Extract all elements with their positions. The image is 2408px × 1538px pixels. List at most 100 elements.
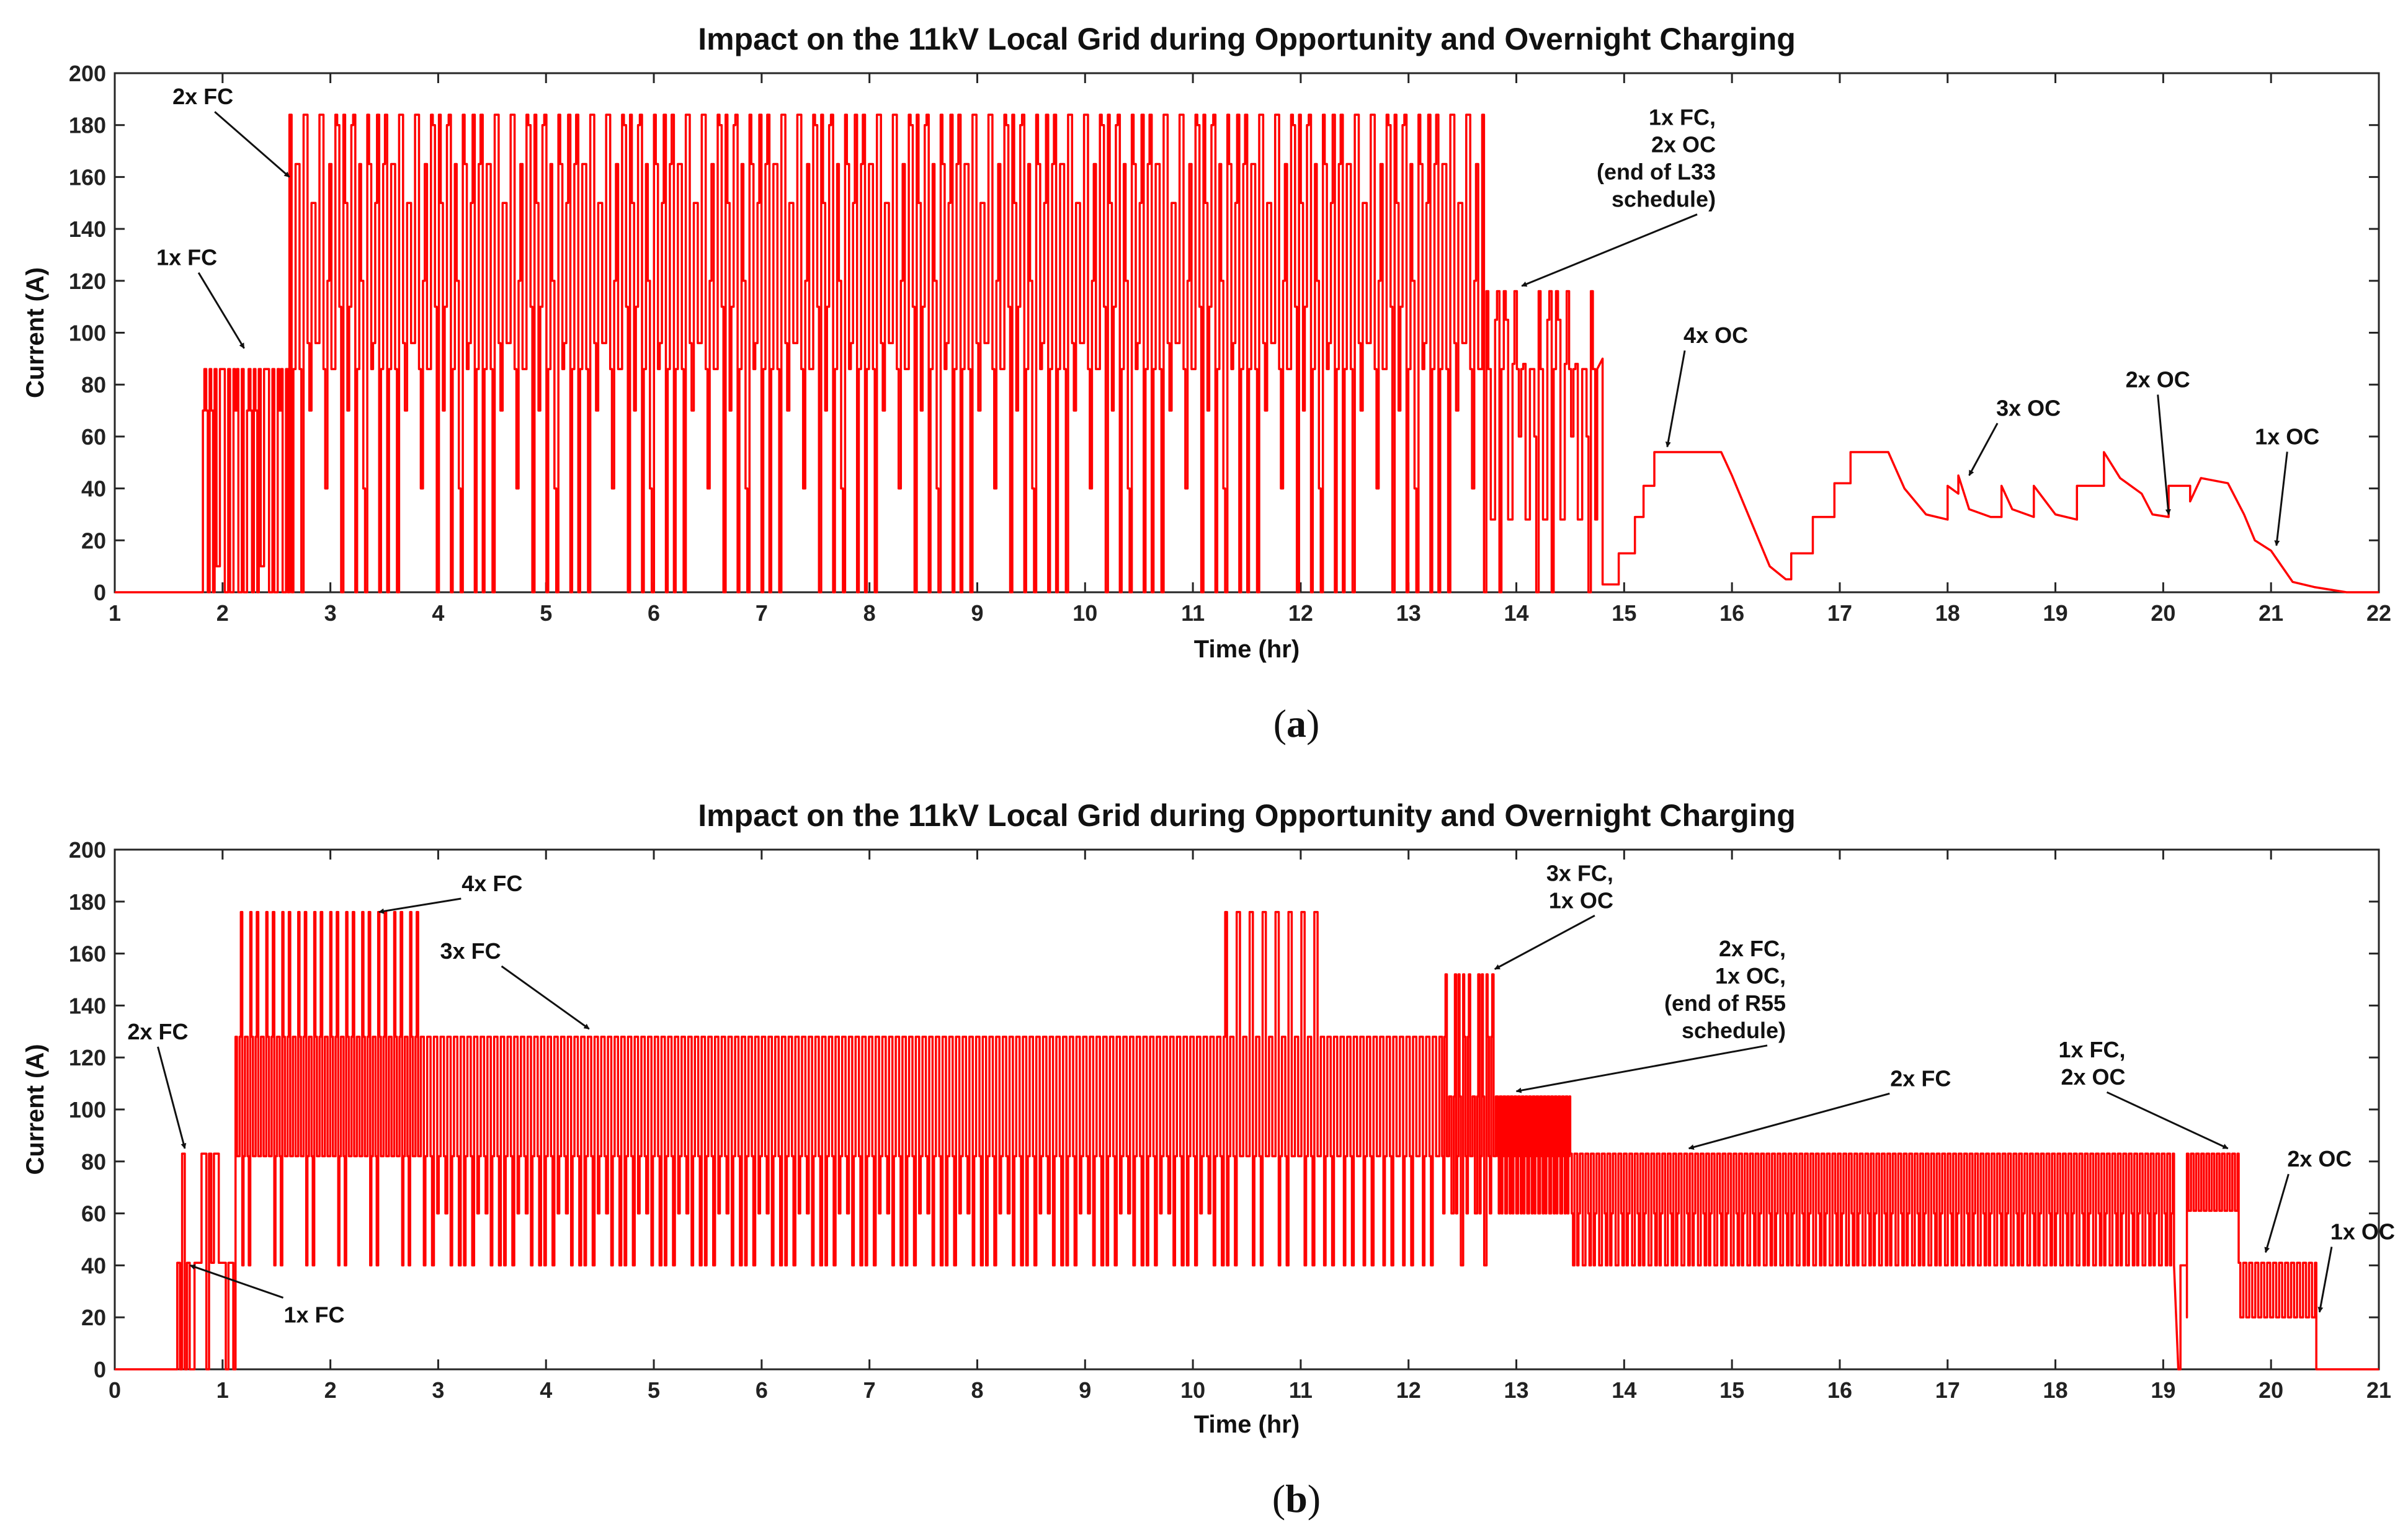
x-tick-label: 14 <box>1504 600 1529 626</box>
x-tick-label: 8 <box>971 1377 983 1403</box>
annotation: 4x OC <box>1665 322 1748 448</box>
annotation-label: 2x OC <box>1651 132 1716 158</box>
y-tick-label: 60 <box>81 424 106 450</box>
annotation-label: schedule) <box>1682 1018 1786 1043</box>
x-tick-label: 5 <box>648 1377 660 1403</box>
annotation-label: 2x FC, <box>1719 936 1786 961</box>
annotation-label: 1x OC <box>2330 1219 2395 1245</box>
annotation-label: (end of R55 <box>1664 990 1786 1016</box>
annotation-arrow <box>2317 1247 2333 1313</box>
annotation-label: 2x OC <box>2126 367 2190 392</box>
annotation-arrow <box>214 111 290 178</box>
caption-open-paren: ( <box>1273 701 1286 745</box>
y-axis-label: Current (A) <box>22 1044 49 1175</box>
annotation-arrow <box>1515 1044 1768 1093</box>
y-tick-label: 120 <box>69 1045 106 1070</box>
x-tick-label: 13 <box>1396 600 1421 626</box>
x-tick-label: 4 <box>432 600 444 626</box>
annotation: 1x FC <box>156 245 245 349</box>
annotation-arrow <box>378 897 462 914</box>
chart-title: Impact on the 11kV Local Grid during Opp… <box>698 22 1796 56</box>
y-tick-label: 100 <box>69 321 106 346</box>
x-tick-label: 22 <box>2366 600 2391 626</box>
series-line-current <box>115 113 2379 593</box>
annotation-arrow <box>1968 422 1999 476</box>
x-tick-label: 11 <box>1289 1377 1313 1403</box>
x-tick-label: 21 <box>2259 600 2283 626</box>
annotation-label: 2x FC <box>128 1019 189 1044</box>
annotation: 3x OC <box>1968 395 2061 476</box>
annotation-label: 4x FC <box>462 871 522 896</box>
x-tick-label: 13 <box>1504 1377 1529 1403</box>
annotation-arrow <box>2274 451 2288 546</box>
x-tick-label: 3 <box>324 600 337 626</box>
x-tick-label: 10 <box>1072 600 1097 626</box>
series-line-current <box>115 910 2379 1371</box>
y-tick-label: 200 <box>69 61 106 86</box>
annotation-label: 2x OC <box>2061 1064 2126 1090</box>
annotation-label: 1x OC, <box>1715 963 1786 989</box>
y-tick-label: 20 <box>81 528 106 553</box>
annotation-arrow <box>1494 914 1595 971</box>
annotation-label: 3x FC, <box>1546 860 1613 886</box>
annotation-label: 1x OC <box>1549 887 1613 913</box>
caption-letter: b <box>1285 1477 1308 1521</box>
x-tick-label: 11 <box>1181 600 1205 626</box>
annotation-label: schedule) <box>1612 187 1716 212</box>
annotation: 1x FC <box>189 1264 345 1328</box>
annotation-arrow <box>197 272 245 349</box>
y-tick-label: 140 <box>69 993 106 1018</box>
x-tick-label: 9 <box>971 600 983 626</box>
x-tick-label: 7 <box>863 1377 876 1403</box>
annotation-label: 4x OC <box>1683 322 1748 348</box>
x-tick-label: 9 <box>1079 1377 1091 1403</box>
y-axis-label: Current (A) <box>22 267 49 398</box>
caption-open-paren: ( <box>1272 1477 1285 1521</box>
annotation-arrow <box>1521 213 1698 287</box>
annotation-arrow <box>2264 1173 2290 1253</box>
y-tick-label: 80 <box>81 1149 106 1175</box>
annotation-label: 1x OC <box>2255 424 2319 449</box>
x-tick-label: 8 <box>863 600 876 626</box>
x-tick-label: 18 <box>1935 600 1960 626</box>
y-tick-label: 20 <box>81 1305 106 1330</box>
x-tick-label: 1 <box>109 600 121 626</box>
y-tick-label: 0 <box>94 580 106 605</box>
x-tick-label: 18 <box>2043 1377 2068 1403</box>
x-axis-label: Time (hr) <box>1194 1411 1300 1438</box>
x-tick-label: 6 <box>648 600 660 626</box>
annotation-arrow <box>2106 1091 2229 1150</box>
subfigure-caption: (a) <box>1273 701 1320 745</box>
annotation: 1x OC <box>2255 424 2319 546</box>
annotation: 2x OC <box>2126 367 2190 515</box>
y-tick-label: 40 <box>81 476 106 502</box>
annotation: 2x FC <box>1688 1065 1951 1150</box>
annotation-arrow <box>1665 350 1686 448</box>
chart-b: Impact on the 11kV Local Grid during Opp… <box>22 798 2395 1521</box>
annotation: 4x FC <box>378 871 522 914</box>
x-axis-label: Time (hr) <box>1194 636 1300 663</box>
x-tick-label: 15 <box>1719 1377 1744 1403</box>
x-tick-label: 16 <box>1719 600 1744 626</box>
x-tick-label: 5 <box>540 600 552 626</box>
x-tick-label: 20 <box>2259 1377 2283 1403</box>
y-tick-label: 0 <box>94 1357 106 1382</box>
annotation-label: 1x FC, <box>2059 1037 2126 1062</box>
y-tick-label: 200 <box>69 837 106 863</box>
x-tick-label: 16 <box>1827 1377 1852 1403</box>
y-tick-label: 40 <box>81 1253 106 1278</box>
x-tick-label: 2 <box>216 600 229 626</box>
x-tick-label: 3 <box>432 1377 444 1403</box>
annotation-arrow <box>501 965 590 1030</box>
y-tick-label: 160 <box>69 941 106 967</box>
x-tick-label: 2 <box>324 1377 337 1403</box>
caption-close-paren: ) <box>1308 1477 1321 1521</box>
annotation: 2x OC <box>2264 1146 2352 1253</box>
annotation-arrow <box>1688 1092 1890 1150</box>
annotation-arrow <box>2157 394 2171 515</box>
annotation: 3x FC,1x OC <box>1494 860 1613 971</box>
y-tick-label: 60 <box>81 1201 106 1227</box>
y-tick-label: 140 <box>69 216 106 242</box>
